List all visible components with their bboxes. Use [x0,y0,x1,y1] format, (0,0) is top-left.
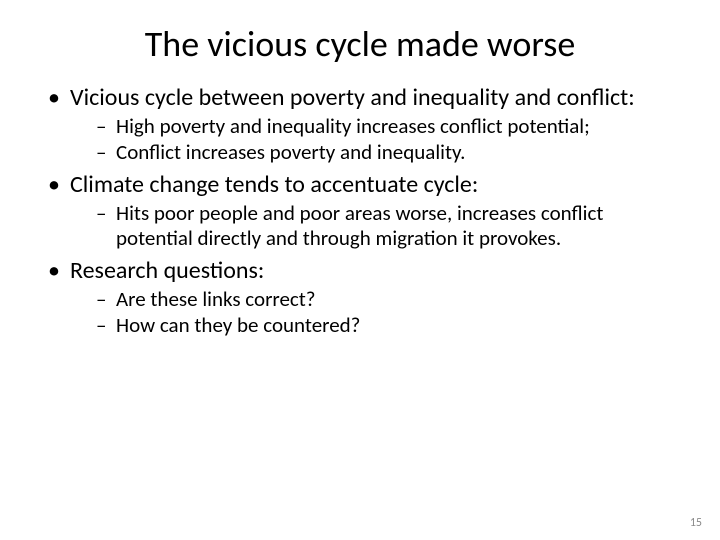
sub-bullet-text: Hits poor people and poor areas worse, i… [116,200,603,251]
bullet-text: Climate change tends to accentuate cycle… [70,170,478,199]
slide-body: Vicious cycle between poverty and inequa… [0,76,720,338]
sub-bullet-text: Are these links correct? [116,286,316,312]
sub-bullet-item: High poverty and inequality increases co… [94,114,678,139]
bullet-list-level2: Hits poor people and poor areas worse, i… [70,201,678,251]
sub-bullet-item: Hits poor people and poor areas worse, i… [94,201,678,251]
slide-title: The vicious cycle made worse [0,0,720,76]
sub-bullet-item: Conflict increases poverty and inequalit… [94,140,678,165]
page-number: 15 [690,516,702,530]
bullet-list-level1: Vicious cycle between poverty and inequa… [42,84,678,338]
bullet-text: Vicious cycle between poverty and inequa… [70,83,635,112]
sub-bullet-text: Conflict increases poverty and inequalit… [116,139,465,165]
sub-bullet-text: How can they be countered? [116,312,360,338]
bullet-text: Research questions: [70,256,264,285]
bullet-list-level2: Are these links correct? How can they be… [70,287,678,338]
bullet-item: Climate change tends to accentuate cycle… [42,171,678,251]
bullet-item: Vicious cycle between poverty and inequa… [42,84,678,165]
sub-bullet-text: High poverty and inequality increases co… [116,113,590,139]
sub-bullet-item: Are these links correct? [94,287,678,312]
bullet-item: Research questions: Are these links corr… [42,257,678,338]
bullet-list-level2: High poverty and inequality increases co… [70,114,678,165]
slide: The vicious cycle made worse Vicious cyc… [0,0,720,540]
sub-bullet-item: How can they be countered? [94,313,678,338]
